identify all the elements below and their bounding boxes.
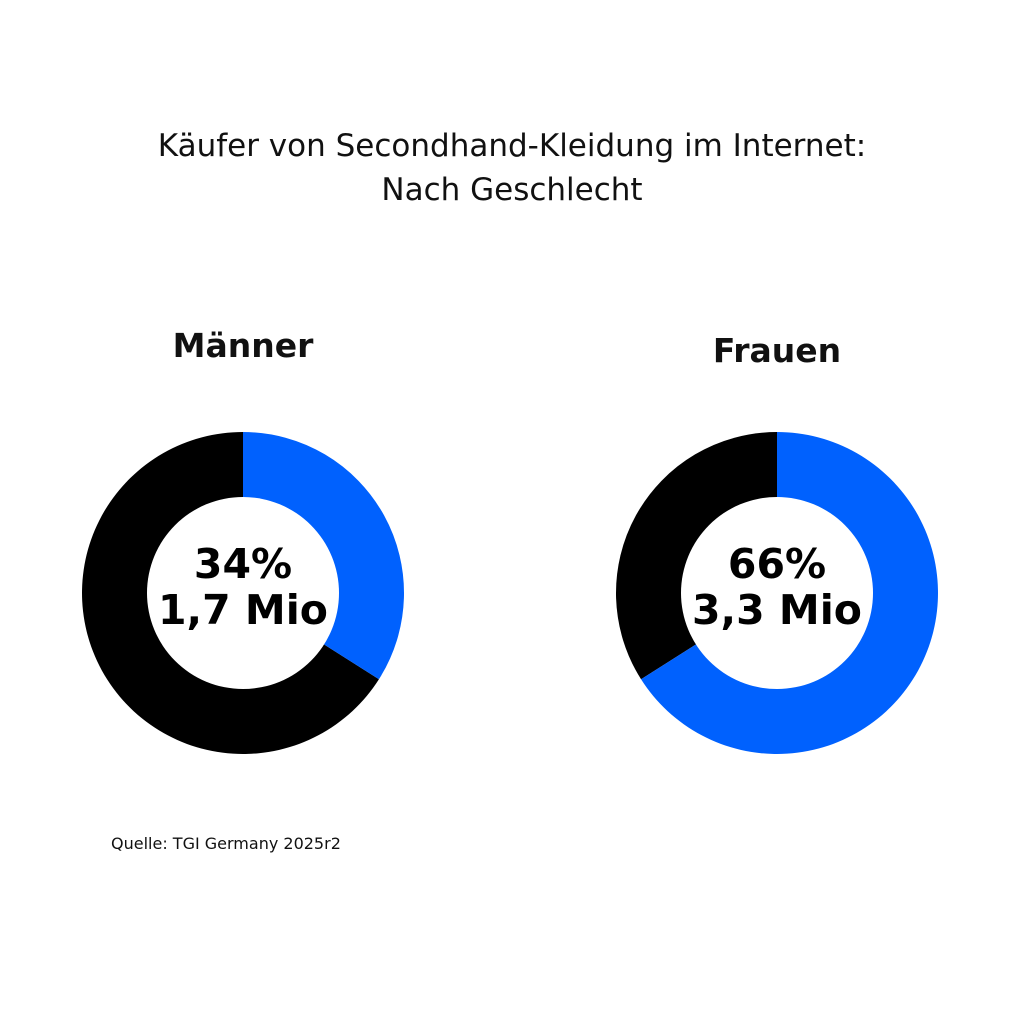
data-label-count-frauen: 3,3 Mio xyxy=(692,586,862,634)
donut-hole-frauen xyxy=(681,497,873,689)
donut-center-maenner: 34% 1,7 Mio xyxy=(133,541,353,633)
donut-hole-maenner xyxy=(147,497,339,689)
data-label-count-maenner: 1,7 Mio xyxy=(158,586,328,634)
chart-title-line-1: Käufer von Secondhand-Kleidung im Intern… xyxy=(157,128,867,164)
panel-label-maenner: Männer xyxy=(172,326,314,365)
data-label-percent-maenner: 34% xyxy=(193,540,293,588)
donut-chart-frauen xyxy=(615,432,938,754)
donut-chart-maenner xyxy=(82,432,405,754)
panel-label-frauen: Frauen xyxy=(712,331,842,370)
data-label-percent-frauen: 66% xyxy=(727,540,827,588)
source-note: Quelle: TGI Germany 2025r2 xyxy=(111,834,341,853)
chart-title-line-2: Nach Geschlecht xyxy=(381,172,643,208)
chart-title: Käufer von Secondhand-Kleidung im Intern… xyxy=(0,124,1024,212)
donut-center-frauen: 66% 3,3 Mio xyxy=(667,541,887,633)
